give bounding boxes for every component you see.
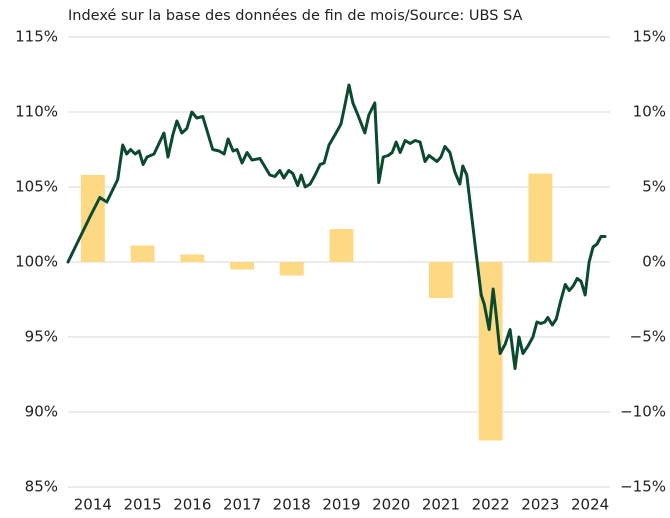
- y2-tick-label: 10%: [633, 103, 666, 121]
- y2-tick-label: 15%: [633, 28, 666, 46]
- y-tick-label: 100%: [15, 253, 58, 271]
- y-tick-label: 90%: [25, 403, 58, 421]
- x-tick-label: 2022: [472, 496, 510, 514]
- x-tick-label: 2018: [273, 496, 311, 514]
- x-tick-label: 2017: [223, 496, 261, 514]
- x-tick-label: 2015: [123, 496, 161, 514]
- bar: [528, 173, 553, 262]
- y-tick-label: 105%: [15, 178, 58, 196]
- x-tick-label: 2016: [173, 496, 211, 514]
- bar: [279, 262, 304, 276]
- y2-tick-label: −10%: [620, 403, 666, 421]
- x-tick-label: 2020: [372, 496, 410, 514]
- bar: [80, 175, 105, 262]
- bar: [130, 245, 155, 262]
- y-tick-label: 115%: [15, 28, 58, 46]
- y2-tick-label: −5%: [630, 328, 666, 346]
- bar: [230, 262, 254, 270]
- y-tick-label: 85%: [25, 478, 58, 496]
- x-tick-label: 2024: [571, 496, 609, 514]
- line: [66, 83, 607, 370]
- y2-tick-label: 0%: [642, 253, 666, 271]
- y-tick-label: 95%: [25, 328, 58, 346]
- bar: [429, 262, 453, 298]
- x-tick-label: 2014: [74, 496, 112, 514]
- bar: [329, 229, 354, 262]
- y2-tick-label: 5%: [642, 178, 666, 196]
- bar: [180, 254, 205, 262]
- x-tick-label: 2019: [322, 496, 360, 514]
- y-tick-label: 110%: [15, 103, 58, 121]
- y2-tick-label: −15%: [620, 478, 666, 496]
- x-tick-label: 2023: [521, 496, 559, 514]
- x-tick-label: 2021: [422, 496, 460, 514]
- chart-title: Indexé sur la base des données de fin de…: [68, 8, 523, 24]
